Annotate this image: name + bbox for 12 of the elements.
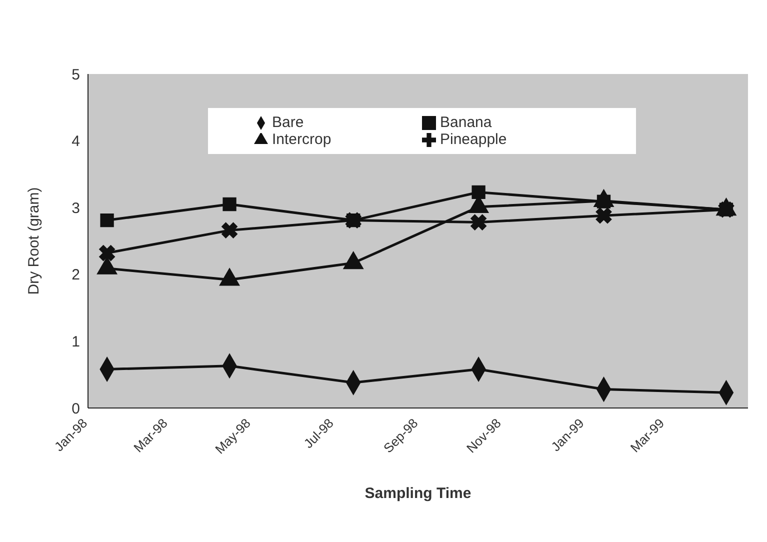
y-tick-label: 1: [72, 334, 80, 351]
x-axis-title: Sampling Time: [364, 485, 472, 502]
legend-label: Intercrop: [272, 131, 332, 148]
y-tick-label: 5: [72, 66, 80, 84]
y-tick-label: 4: [72, 133, 80, 150]
y-tick-label: 0: [72, 400, 80, 418]
legend-label: Bare: [272, 114, 305, 131]
y-tick-label: 2: [72, 266, 80, 284]
y-tick-label: 3: [72, 200, 80, 217]
y-axis-title: Dry Root (gram): [25, 187, 42, 295]
legend-label: Banana: [440, 114, 493, 131]
legend-label: Pineapple: [440, 131, 508, 148]
